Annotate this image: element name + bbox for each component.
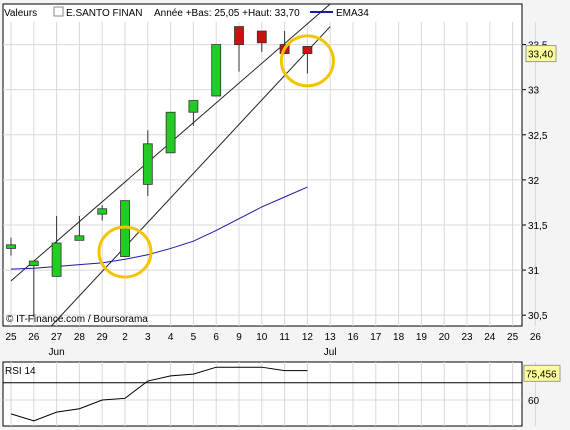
candle-body [256, 30, 267, 44]
x-tick-label: 3 [145, 332, 151, 343]
x-tick-label: 2 [122, 332, 128, 343]
candle-body [51, 242, 62, 277]
x-tick-label: 24 [484, 332, 496, 343]
candle-body [211, 44, 222, 97]
candle-body [6, 244, 16, 249]
candle-body [165, 111, 176, 154]
trend-line [50, 26, 331, 326]
x-tick-label: 23 [461, 332, 473, 343]
header-label: Valeurs [4, 8, 37, 19]
x-tick-label: 28 [74, 332, 86, 343]
x-tick-label: 29 [97, 332, 109, 343]
month-label: Jul [324, 347, 337, 358]
rsi-last-value-label: 75,456 [526, 369, 557, 380]
y-tick-label: 31,5 [528, 221, 548, 232]
x-tick-label: 26 [530, 332, 542, 343]
last-price-label: 33,40 [528, 50, 553, 61]
x-tick-label: 18 [393, 332, 405, 343]
candle-body [188, 100, 199, 113]
x-tick-label: 20 [439, 332, 451, 343]
x-tick-label: 12 [302, 332, 314, 343]
y-tick-label: 31 [528, 266, 540, 277]
x-tick-label: 17 [370, 332, 382, 343]
rsi-last-value-box [523, 364, 561, 382]
candle-body [74, 235, 85, 241]
candle-body [97, 208, 108, 215]
rsi-title: RSI 14 [5, 366, 36, 377]
x-tick-label: 19 [416, 332, 428, 343]
x-tick-label: 26 [28, 332, 40, 343]
x-tick-label: 10 [256, 332, 268, 343]
last-price-box [525, 45, 557, 63]
highlight-circle [279, 34, 335, 88]
x-tick-label: 25 [5, 332, 17, 343]
header-range-text: Année +Bas: 25,05 +Haut: 33,70 [154, 8, 300, 19]
x-tick-label: 16 [347, 332, 359, 343]
candle-body [234, 26, 244, 45]
ema-legend-label: EMA34 [336, 8, 369, 19]
rsi-plot-area [2, 361, 523, 427]
x-tick-label: 25 [507, 332, 519, 343]
header-symbol: E.SANTO FINAN [66, 8, 143, 19]
candle-body [302, 45, 313, 55]
month-label: Jun [49, 347, 65, 358]
y-tick-label: 32,5 [528, 131, 548, 142]
price-plot-area [2, 3, 523, 327]
legend-symbol-box [53, 6, 64, 17]
x-tick-label: 6 [213, 332, 219, 343]
y-tick-label: 32 [528, 176, 540, 187]
rsi-line [10, 366, 308, 422]
candle-body [28, 260, 39, 266]
credit-text: © IT-Finance.com / Boursorama [6, 314, 148, 325]
candle-body [142, 143, 153, 185]
x-tick-label: 11 [279, 332, 290, 343]
rsi-y-tick-label: 60 [528, 396, 540, 407]
x-tick-label: 27 [51, 332, 63, 343]
x-tick-label: 4 [168, 332, 174, 343]
x-tick-label: 5 [191, 332, 197, 343]
y-tick-label: 30,5 [528, 311, 548, 322]
x-tick-label: 13 [325, 332, 337, 343]
highlight-circle [97, 225, 153, 279]
y-tick-label: 33 [528, 86, 540, 97]
x-tick-label: 9 [236, 332, 242, 343]
